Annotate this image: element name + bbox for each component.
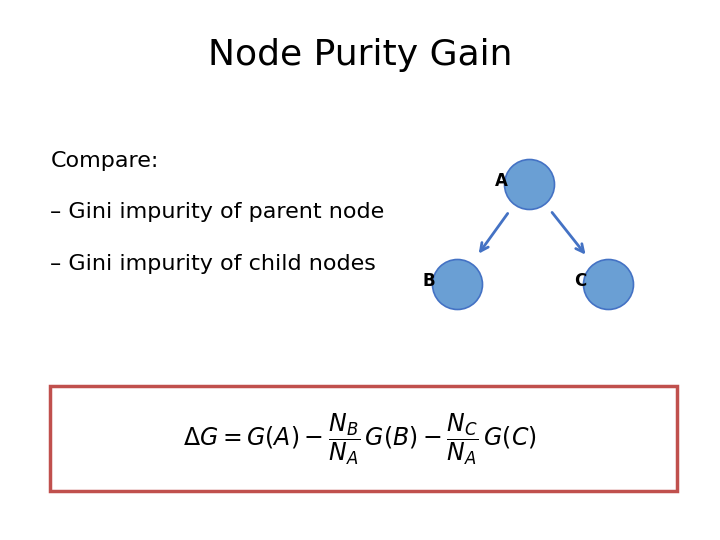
Text: $\Delta G = G(A) - \dfrac{N_B}{N_A}\,G(B) - \dfrac{N_C}{N_A}\,G(C)$: $\Delta G = G(A) - \dfrac{N_B}{N_A}\,G(B… (183, 411, 537, 467)
Text: – Gini impurity of child nodes: – Gini impurity of child nodes (50, 254, 377, 274)
Text: Compare:: Compare: (50, 151, 159, 171)
Text: C: C (575, 272, 587, 290)
Text: Node Purity Gain: Node Purity Gain (208, 38, 512, 72)
Text: B: B (423, 272, 436, 290)
Text: – Gini impurity of parent node: – Gini impurity of parent node (50, 202, 384, 222)
Text: A: A (495, 172, 508, 190)
FancyBboxPatch shape (50, 386, 677, 491)
